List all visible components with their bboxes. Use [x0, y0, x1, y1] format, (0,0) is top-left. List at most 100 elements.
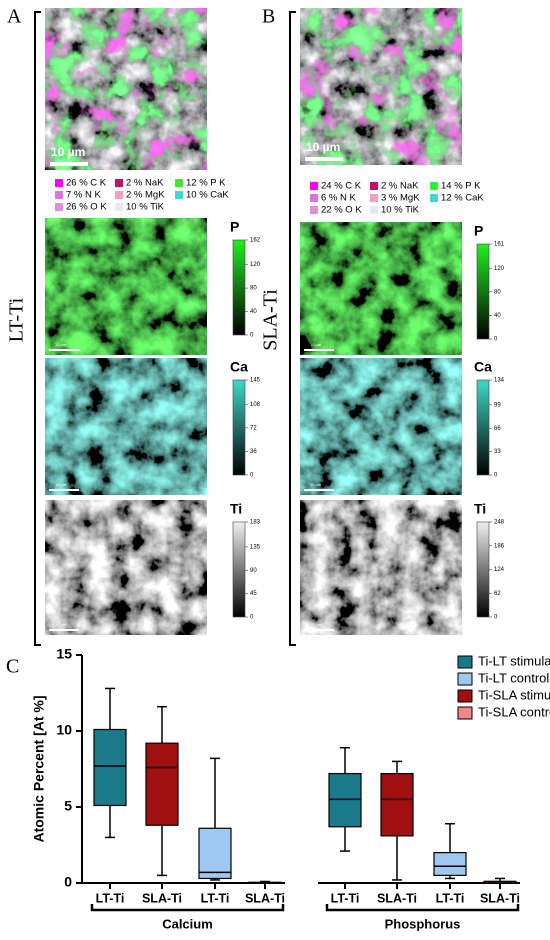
scale-bar-label: 10 µm: [310, 622, 322, 627]
panel-label: B: [262, 6, 275, 28]
box: [93, 728, 127, 807]
legend-swatch: [370, 206, 378, 214]
box: [328, 772, 362, 828]
colorbar: [476, 243, 490, 340]
colorbar-tick-label: 120: [250, 262, 261, 268]
colorbar-tick-label: 90: [250, 568, 257, 574]
legend-text: 2 % NaK: [126, 178, 164, 189]
legend-swatch: [175, 179, 183, 187]
legend-text: 10 % TiK: [126, 202, 165, 213]
scale-bar: [50, 162, 88, 166]
colorbar-tick-label: 186: [494, 543, 505, 549]
scale-bar: [49, 629, 79, 631]
scale-bar-label: 10 µm: [55, 342, 67, 347]
element-map: [45, 358, 207, 495]
scale-bar-label: 10 µm: [310, 482, 322, 487]
element-map: [300, 358, 462, 495]
colorbar-tick-label: 134: [494, 378, 505, 384]
colorbar: [232, 239, 246, 336]
box: [380, 772, 414, 837]
scale-bar: [304, 349, 334, 351]
legend-text: 12 % CaK: [441, 193, 484, 204]
element-map: [45, 500, 207, 635]
legend-text: 26 % O K: [66, 202, 107, 213]
colorbar-tick-label: 0: [250, 333, 254, 339]
scale-bar-label: 10 µm: [55, 482, 67, 487]
colorbar-tick-label: 0: [250, 615, 254, 621]
legend-swatch: [115, 191, 123, 199]
colorbar-tick-label: 108: [250, 402, 261, 408]
colorbar-tick-label: 45: [250, 591, 257, 597]
legend-swatch: [457, 689, 473, 703]
legend-text: 22 % O K: [321, 205, 362, 216]
colorbar-tick-label: 40: [494, 313, 501, 319]
element-label: P: [230, 219, 239, 235]
scale-bar: [49, 489, 79, 491]
row-label: SLA-Ti: [260, 289, 282, 351]
legend-text: 2 % MgK: [126, 190, 165, 201]
y-axis-label: Atomic Percent [At %]: [31, 695, 47, 842]
composite-green: [45, 8, 207, 170]
panel-label: C: [6, 656, 19, 678]
colorbar-tick-label: 40: [250, 309, 257, 315]
legend-swatch: [115, 203, 123, 211]
legend-text: 10 % TiK: [381, 205, 420, 216]
element-map: [300, 500, 462, 635]
row-bracket: [34, 11, 41, 646]
legend-swatch: [457, 655, 473, 669]
scale-bar-label: 10 µm: [51, 145, 85, 159]
y-tick-label: 5: [64, 798, 72, 814]
legend-text: 14 % P K: [441, 181, 481, 192]
x-tick-label: SLA-Ti: [480, 891, 520, 905]
colorbar-tick-label: 0: [250, 473, 254, 479]
legend-text: 3 % MgK: [381, 193, 420, 204]
legend-text: 6 % N K: [321, 193, 357, 204]
legend-swatch: [457, 672, 473, 686]
element-label: P: [474, 223, 483, 239]
legend-swatch: [55, 203, 63, 211]
element-label: Ca: [474, 359, 492, 375]
legend-label: Ti-SLA stimulated: [478, 687, 550, 702]
colorbar: [476, 521, 490, 618]
element-label: Ti: [474, 501, 486, 517]
y-tick-label: 10: [56, 722, 72, 738]
colorbar-tick-label: 183: [250, 520, 261, 526]
y-tick-label: 0: [64, 874, 72, 890]
colorbar: [232, 379, 246, 476]
colorbar-tick-label: 145: [250, 378, 261, 384]
y-tick-label: 15: [56, 646, 72, 662]
colorbar-tick-label: 0: [494, 615, 498, 621]
x-tick-label: LT-Ti: [201, 891, 230, 905]
group-label: Calcium: [162, 916, 213, 931]
legend-swatch: [55, 179, 63, 187]
legend-swatch: [310, 206, 318, 214]
legend-swatch: [430, 194, 438, 202]
legend-text: 26 % C K: [66, 178, 107, 189]
legend-text: 2 % NaK: [381, 181, 419, 192]
element-map: [300, 222, 462, 355]
box: [433, 851, 467, 876]
box: [145, 742, 179, 826]
colorbar-tick-label: 72: [250, 425, 257, 431]
legend-swatch: [55, 191, 63, 199]
legend-swatch: [310, 194, 318, 202]
box: [198, 827, 232, 880]
scale-bar-label: 10 µm: [306, 140, 340, 154]
colorbar-tick-label: 0: [494, 337, 498, 343]
colorbar-tick-label: 62: [494, 591, 501, 597]
colorbar: [232, 521, 246, 618]
x-tick-label: LT-Ti: [331, 891, 360, 905]
scale-bar: [304, 489, 334, 491]
composite-green: [300, 8, 462, 165]
element-label: Ca: [230, 359, 248, 375]
legend-label: Ti-SLA control: [478, 704, 550, 719]
colorbar-tick-label: 80: [250, 286, 257, 292]
scale-bar: [49, 349, 79, 351]
legend-text: 12 % P K: [186, 178, 226, 189]
legend-label: Ti-LT stimulated: [478, 653, 550, 668]
colorbar-tick-label: 99: [494, 402, 501, 408]
colorbar-tick-label: 0: [494, 473, 498, 479]
legend-swatch: [115, 179, 123, 187]
group-bracket: [90, 904, 285, 912]
legend-swatch: [457, 706, 473, 720]
